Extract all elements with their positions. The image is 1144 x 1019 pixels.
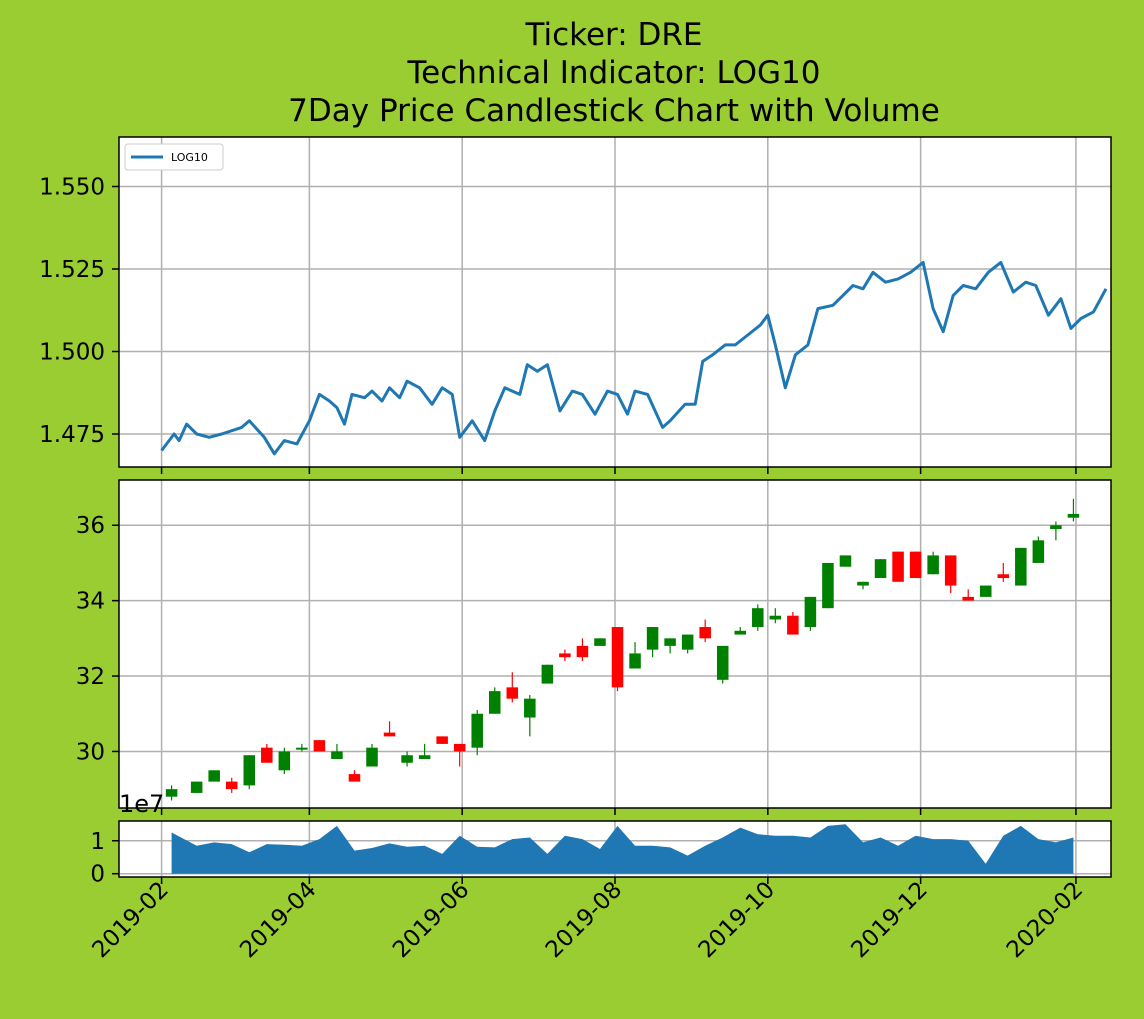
volume-ytick-label-1: 1 [90,829,105,855]
candle-body-41 [892,551,904,582]
candle-body-0 [165,789,178,797]
volume-area [171,824,1074,874]
candle-body-14 [418,755,431,759]
x-tick-label-0: 2019-02 [87,877,173,963]
volume-panel: 01 [90,820,1112,888]
candle-body-35 [787,615,799,635]
x-tick-label-4: 2019-10 [694,877,780,963]
candle-body-51 [1067,513,1080,518]
candle-body-25 [611,627,624,688]
candle-body-49 [1032,540,1045,563]
chart-title-line-2: Technical Indicator: LOG10 [407,55,821,91]
candle-body-20 [524,698,536,718]
legend: LOG10 [124,143,224,171]
x-tick-label-2: 2019-06 [388,877,474,963]
legend-label-log10: LOG10 [171,151,208,164]
indicator-ytick-label-2: 1.525 [39,257,105,283]
indicator-frame [118,136,1112,468]
chart-title-line-3: 7Day Price Candlestick Chart with Volume [288,93,940,129]
candle-body-30 [699,627,711,639]
candle-body-32 [734,630,747,635]
chart-title-line-1: Ticker: DRE [524,17,702,53]
candle-body-34 [769,615,782,620]
volume-ytick-label-0: 0 [90,862,105,888]
candle-body-7 [296,747,308,750]
candle-body-11 [366,747,378,767]
candle-body-4 [243,755,256,786]
volume-scale-label: 1e7 [119,790,164,818]
candle-body-50 [1050,525,1062,530]
indicator-ytick-label-3: 1.550 [39,175,105,201]
candle-body-40 [874,559,887,579]
candle-body-45 [962,596,974,601]
candle-body-31 [716,645,729,680]
candle-body-1 [190,781,203,793]
candle-body-42 [909,551,922,579]
candle-body-12 [383,732,396,737]
candle-body-21 [541,664,554,684]
candle-body-15 [436,736,448,744]
x-tick-label-1: 2019-04 [235,877,321,963]
candle-body-44 [944,555,957,586]
price-ytick-label-3: 36 [76,513,105,539]
candle-body-27 [646,627,659,650]
indicator-panel: 1.475 1.500 1.525 1.550 [39,136,1112,474]
price-ytick-label-0: 30 [76,739,105,765]
price-ytick-label-2: 34 [76,589,105,615]
x-tick-label-6: 2020-02 [1002,877,1088,963]
candle-body-17 [471,713,483,748]
candle-body-36 [804,596,817,628]
candle-body-23 [576,645,589,658]
x-tick-label-3: 2019-08 [541,877,627,963]
candle-body-43 [927,555,939,575]
candle-body-18 [488,691,501,714]
price-frame [118,479,1112,809]
volume-frame [118,820,1112,878]
candle-body-16 [453,743,466,752]
candle-body-5 [261,747,273,763]
candle-body-8 [313,740,326,752]
candle-body-33 [752,608,764,628]
indicator-ytick-label-0: 1.475 [39,422,105,448]
candle-body-39 [857,581,869,586]
candle-body-3 [225,781,238,790]
price-ytick-label-1: 32 [76,664,105,690]
x-axis: 2019-02 2019-04 2019-06 2019-08 2019-10 2019-… [87,877,1088,963]
candle-body-2 [208,770,220,782]
candle-body-47 [997,574,1010,579]
candle-body-26 [629,653,641,669]
candle-body-38 [839,555,852,567]
candle-body-19 [506,687,519,699]
candle-body-22 [559,653,571,658]
candle-body-9 [331,751,343,759]
candle-body-13 [401,755,413,763]
candle-body-24 [594,638,606,646]
candle-body-37 [822,562,834,609]
candle-body-28 [664,638,676,646]
candle-body-29 [681,634,694,650]
candle-body-10 [348,774,361,782]
candle-body-48 [1015,547,1027,586]
series-line-log10 [160,260,1108,456]
legend-box [124,143,224,171]
candle-body-6 [278,751,291,771]
candlestick-panel: 30 32 34 36 [76,479,1112,815]
candle-body-46 [979,585,992,597]
indicator-ytick-label-1: 1.500 [39,340,105,366]
x-tick-label-5: 2019-12 [847,877,933,963]
